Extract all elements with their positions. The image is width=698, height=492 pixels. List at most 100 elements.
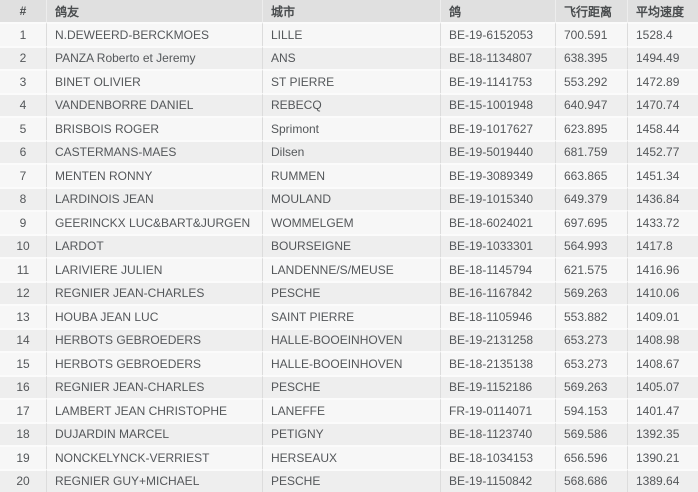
cell-city: ANS: [262, 45, 440, 69]
cell-rank: 11: [0, 257, 46, 281]
cell-rank: 17: [0, 398, 46, 422]
cell-speed: 1409.01: [627, 304, 698, 328]
cell-speed: 1436.84: [627, 186, 698, 210]
cell-rank: 18: [0, 421, 46, 445]
cell-distance: 569.263: [555, 374, 627, 398]
cell-speed: 1408.98: [627, 327, 698, 351]
cell-city: ST PIERRE: [262, 69, 440, 93]
cell-fancier: REGNIER JEAN-CHARLES: [46, 374, 262, 398]
table-row: 17 LAMBERT JEAN CHRISTOPHE LANEFFE FR-19-01…: [0, 398, 698, 422]
cell-fancier: HERBOTS GEBROEDERS: [46, 351, 262, 375]
table-row: 1 N.DEWEERD-BERCKMOES LILLE BE-19-6152053 70…: [0, 22, 698, 46]
cell-fancier: BINET OLIVIER: [46, 69, 262, 93]
cell-speed: 1452.77: [627, 139, 698, 163]
cell-city: BOURSEIGNE: [262, 233, 440, 257]
cell-rank: 9: [0, 210, 46, 234]
column-header-city: 城市: [262, 0, 440, 22]
cell-speed: 1494.49: [627, 45, 698, 69]
cell-fancier: MENTEN RONNY: [46, 163, 262, 187]
cell-rank: 13: [0, 304, 46, 328]
cell-ring: BE-18-1145794: [440, 257, 555, 281]
cell-ring: BE-19-3089349: [440, 163, 555, 187]
cell-rank: 20: [0, 468, 46, 492]
cell-fancier: N.DEWEERD-BERCKMOES: [46, 22, 262, 46]
cell-rank: 19: [0, 445, 46, 469]
cell-distance: 653.273: [555, 351, 627, 375]
cell-distance: 569.586: [555, 421, 627, 445]
cell-ring: BE-19-1017627: [440, 116, 555, 140]
table-row: 15 HERBOTS GEBROEDERS HALLE-BOOEINHOVEN BE-…: [0, 351, 698, 375]
cell-city: SAINT PIERRE: [262, 304, 440, 328]
cell-ring: BE-19-1015340: [440, 186, 555, 210]
cell-ring: FR-19-0114071: [440, 398, 555, 422]
cell-distance: 568.686: [555, 468, 627, 492]
cell-distance: 640.947: [555, 92, 627, 116]
cell-city: Sprimont: [262, 116, 440, 140]
cell-ring: BE-18-1123740: [440, 421, 555, 445]
cell-ring: BE-16-1167842: [440, 280, 555, 304]
table-row: 9 GEERINCKX LUC&BART&JURGEN WOMMELGEM BE-18…: [0, 210, 698, 234]
column-header-ring: 鸽: [440, 0, 555, 22]
table-row: 19 NONCKELYNCK-VERRIEST HERSEAUX BE-18-1034…: [0, 445, 698, 469]
cell-fancier: BRISBOIS ROGER: [46, 116, 262, 140]
column-header-distance: 飞行距离: [555, 0, 627, 22]
cell-distance: 649.379: [555, 186, 627, 210]
cell-city: REBECQ: [262, 92, 440, 116]
table-row: 5 BRISBOIS ROGER Sprimont BE-19-1017627 623.…: [0, 116, 698, 140]
cell-fancier: VANDENBORRE DANIEL: [46, 92, 262, 116]
cell-rank: 12: [0, 280, 46, 304]
cell-ring: BE-19-1150842: [440, 468, 555, 492]
cell-speed: 1389.64: [627, 468, 698, 492]
cell-city: Dilsen: [262, 139, 440, 163]
cell-ring: BE-18-1134807: [440, 45, 555, 69]
cell-ring: BE-18-1105946: [440, 304, 555, 328]
results-table-body: 1 N.DEWEERD-BERCKMOES LILLE BE-19-6152053 70…: [0, 22, 698, 492]
cell-speed: 1401.47: [627, 398, 698, 422]
cell-ring: BE-18-6024021: [440, 210, 555, 234]
cell-city: HALLE-BOOEINHOVEN: [262, 351, 440, 375]
cell-rank: 7: [0, 163, 46, 187]
cell-ring: BE-19-5019440: [440, 139, 555, 163]
cell-distance: 681.759: [555, 139, 627, 163]
cell-distance: 663.865: [555, 163, 627, 187]
cell-distance: 700.591: [555, 22, 627, 46]
cell-distance: 697.695: [555, 210, 627, 234]
table-header: # 鸽友 城市 鸽 飞行距离 平均速度: [0, 0, 698, 22]
cell-distance: 621.575: [555, 257, 627, 281]
cell-city: LILLE: [262, 22, 440, 46]
cell-speed: 1528.4: [627, 22, 698, 46]
cell-distance: 656.596: [555, 445, 627, 469]
cell-city: HERSEAUX: [262, 445, 440, 469]
cell-speed: 1416.96: [627, 257, 698, 281]
cell-distance: 564.993: [555, 233, 627, 257]
column-header-speed: 平均速度: [627, 0, 698, 22]
cell-fancier: LAMBERT JEAN CHRISTOPHE: [46, 398, 262, 422]
cell-fancier: NONCKELYNCK-VERRIEST: [46, 445, 262, 469]
cell-fancier: HOUBA JEAN LUC: [46, 304, 262, 328]
cell-speed: 1408.67: [627, 351, 698, 375]
cell-speed: 1392.35: [627, 421, 698, 445]
cell-rank: 10: [0, 233, 46, 257]
table-row: 18 DUJARDIN MARCEL PETIGNY BE-18-1123740 569…: [0, 421, 698, 445]
cell-fancier: LARIVIERE JULIEN: [46, 257, 262, 281]
table-row: 14 HERBOTS GEBROEDERS HALLE-BOOEINHOVEN BE-…: [0, 327, 698, 351]
table-row: 4 VANDENBORRE DANIEL REBECQ BE-15-1001948 64…: [0, 92, 698, 116]
cell-ring: BE-18-2135138: [440, 351, 555, 375]
cell-city: LANEFFE: [262, 398, 440, 422]
cell-fancier: REGNIER JEAN-CHARLES: [46, 280, 262, 304]
cell-distance: 553.292: [555, 69, 627, 93]
table-row: 3 BINET OLIVIER ST PIERRE BE-19-1141753 553.…: [0, 69, 698, 93]
cell-city: MOULAND: [262, 186, 440, 210]
column-header-fancier: 鸽友: [46, 0, 262, 22]
cell-city: RUMMEN: [262, 163, 440, 187]
cell-rank: 4: [0, 92, 46, 116]
cell-fancier: LARDINOIS JEAN: [46, 186, 262, 210]
cell-speed: 1451.34: [627, 163, 698, 187]
cell-city: WOMMELGEM: [262, 210, 440, 234]
cell-rank: 5: [0, 116, 46, 140]
cell-distance: 553.882: [555, 304, 627, 328]
cell-city: PESCHE: [262, 374, 440, 398]
cell-speed: 1410.06: [627, 280, 698, 304]
table-row: 16 REGNIER JEAN-CHARLES PESCHE BE-19-115218…: [0, 374, 698, 398]
cell-distance: 638.395: [555, 45, 627, 69]
